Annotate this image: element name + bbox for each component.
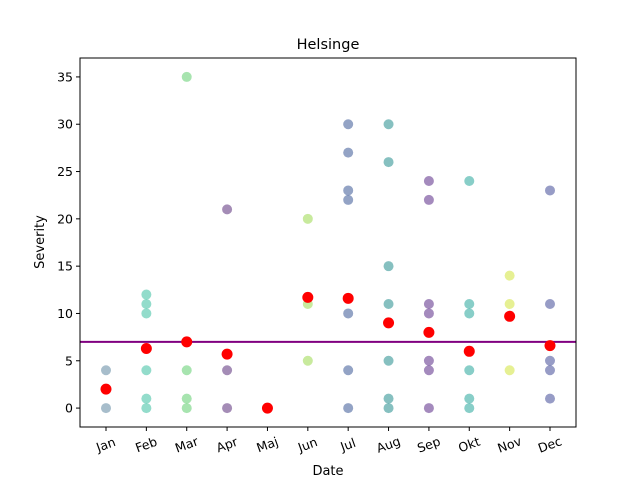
- x-tick-label: Jun: [295, 434, 319, 455]
- x-tick-label: Maj: [254, 434, 280, 456]
- chart-title: Helsinge: [297, 37, 360, 53]
- y-axis-title: Severity: [33, 215, 48, 269]
- mean-point: [140, 342, 152, 354]
- mean-point: [544, 340, 556, 352]
- observation-point: [343, 194, 354, 205]
- mean-point: [221, 348, 233, 360]
- observation-point: [383, 261, 394, 272]
- observation-point: [545, 185, 555, 196]
- y-tick-label: 5: [65, 353, 73, 368]
- observation-point: [181, 393, 192, 404]
- mean-point: [261, 402, 273, 414]
- y-tick-label: 30: [57, 117, 73, 132]
- observation-point: [343, 308, 354, 319]
- observation-point: [343, 119, 354, 130]
- observation-point: [383, 299, 394, 309]
- observation-point: [423, 355, 434, 366]
- y-tick-label: 35: [57, 69, 73, 84]
- observation-point: [383, 119, 394, 130]
- observation-point: [423, 403, 434, 414]
- observation-point: [545, 299, 555, 309]
- y-axis: 0 5 10 15 20 25 30 35: [57, 69, 80, 416]
- observation-point: [383, 403, 394, 414]
- mean-point: [342, 292, 354, 304]
- observation-point: [181, 403, 192, 414]
- y-tick-label: 15: [57, 259, 73, 274]
- x-tick-label: Feb: [133, 434, 159, 456]
- mean-point: [100, 383, 112, 395]
- mean-point: [423, 326, 435, 338]
- observation-point: [423, 365, 434, 376]
- x-tick-label: Okt: [456, 434, 482, 456]
- observation-point: [383, 393, 394, 404]
- y-tick-label: 10: [57, 306, 73, 321]
- observation-point: [343, 365, 354, 376]
- observation-point: [141, 393, 152, 404]
- y-tick-label: 25: [57, 164, 73, 179]
- x-tick-label: Apr: [214, 433, 240, 455]
- observation-point: [181, 365, 192, 376]
- x-tick-label: Jul: [337, 435, 357, 455]
- observation-point: [222, 365, 233, 376]
- observation-point: [101, 403, 111, 414]
- observation-point: [504, 270, 515, 281]
- mean-point: [383, 317, 395, 329]
- observation-point: [141, 365, 152, 376]
- observation-point: [181, 71, 192, 82]
- observation-point: [383, 157, 394, 168]
- mean-point: [504, 310, 516, 322]
- observation-point: [423, 176, 434, 186]
- observation-point: [423, 299, 434, 309]
- observation-point: [464, 176, 475, 186]
- observation-point: [464, 365, 475, 376]
- observation-point: [101, 365, 111, 376]
- y-tick-label: 0: [65, 401, 73, 416]
- observation-point: [302, 355, 313, 366]
- observation-point: [464, 403, 475, 414]
- axes-frame: [79, 57, 577, 428]
- observation-point: [141, 289, 152, 300]
- observation-point: [464, 393, 475, 404]
- observation-point: [141, 299, 152, 309]
- observation-point: [464, 299, 475, 309]
- observation-point: [545, 355, 555, 366]
- observation-point: [504, 299, 515, 309]
- observation-point: [545, 393, 555, 404]
- plot-area: [80, 71, 576, 414]
- observation-point: [423, 194, 434, 205]
- x-axis-title: Date: [312, 464, 343, 479]
- observation-point: [222, 403, 233, 414]
- observation-point: [141, 403, 152, 414]
- observation-point: [343, 403, 354, 414]
- observation-point: [423, 308, 434, 319]
- observation-point: [343, 147, 354, 158]
- mean-point: [302, 291, 314, 303]
- mean-point: [181, 336, 193, 348]
- observation-point: [383, 355, 394, 366]
- observation-point: [464, 308, 475, 319]
- observation-point: [222, 204, 233, 215]
- observation-point: [343, 185, 354, 196]
- observation-point: [302, 213, 313, 224]
- observation-point: [504, 365, 515, 376]
- mean-point: [463, 345, 475, 357]
- x-tick-label: Jan: [93, 434, 117, 455]
- y-tick-label: 20: [57, 211, 73, 226]
- observation-point: [545, 365, 555, 376]
- observation-point: [141, 308, 152, 319]
